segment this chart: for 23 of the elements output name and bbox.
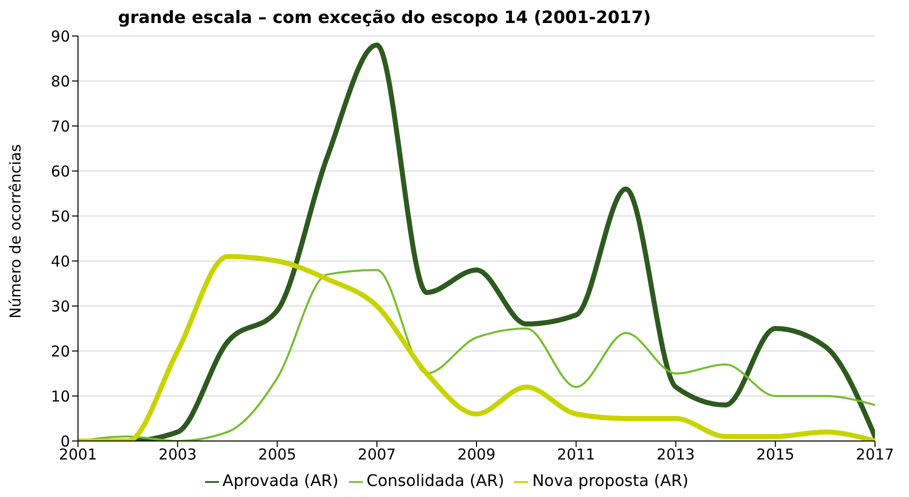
y-tick-label: 50 [50, 207, 70, 226]
x-tick-label: 2005 [258, 446, 296, 464]
y-tick-label: 60 [50, 162, 70, 180]
y-tick-label: 30 [50, 297, 70, 316]
legend-label: Nova proposta (AR) [532, 471, 688, 490]
x-tick-label: 2011 [557, 446, 596, 464]
x-tick-label: 2017 [856, 446, 894, 464]
y-tick-label: 40 [50, 252, 70, 270]
legend-label: Aprovada (AR) [222, 471, 339, 490]
x-tick-label: 2001 [58, 446, 98, 464]
y-tick-label: 20 [50, 342, 70, 360]
x-tick-label: 2015 [756, 446, 794, 464]
y-axis-title: Número de ocorrências [6, 144, 24, 318]
x-tick-label: 2003 [158, 446, 197, 464]
y-tick-label: 70 [50, 117, 70, 136]
x-tick-label: 2013 [656, 446, 695, 464]
legend-label: Consolidada (AR) [366, 471, 504, 490]
x-tick-label: 2007 [358, 446, 396, 464]
chart-title: grande escala – com exceção do escopo 14 (2001-2017) [118, 8, 651, 28]
y-tick-label: 10 [50, 387, 70, 406]
y-tick-label: 90 [50, 27, 70, 46]
y-tick-label: 80 [50, 72, 70, 90]
x-tick-label: 2009 [457, 446, 496, 464]
